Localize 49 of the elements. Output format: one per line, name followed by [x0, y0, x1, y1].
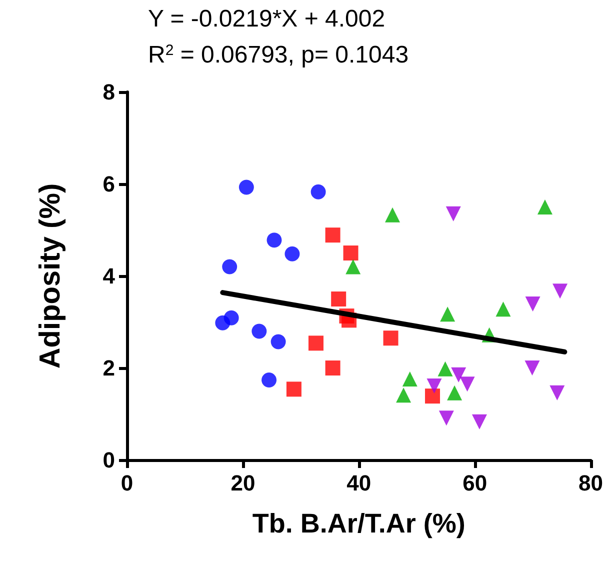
point [331, 292, 346, 306]
point [383, 330, 398, 346]
point [447, 385, 462, 400]
x-axis-title: Tb. B.Ar/T.Ar (%) [252, 508, 466, 538]
point [438, 361, 453, 376]
x-tick-label: 60 [462, 470, 488, 496]
point [440, 306, 456, 322]
x-tick-label: 20 [230, 470, 256, 496]
point [396, 388, 412, 403]
y-tick-label: 6 [102, 172, 115, 196]
point [346, 259, 361, 274]
point [438, 410, 454, 426]
point [472, 414, 487, 430]
point [552, 284, 568, 299]
point [325, 360, 340, 376]
point [286, 382, 302, 397]
point [446, 206, 461, 222]
point [238, 180, 254, 195]
point [524, 360, 540, 376]
point [308, 336, 324, 351]
y-tick-label: 4 [102, 264, 116, 288]
point [222, 259, 238, 274]
chart-title: Y = -0.0219*X + 4.002 [148, 6, 386, 32]
point [343, 246, 358, 260]
point [525, 296, 540, 312]
point [496, 302, 511, 317]
point [402, 372, 418, 387]
x-tick-label: 0 [120, 470, 134, 496]
point [266, 232, 282, 248]
point [537, 200, 552, 214]
point [426, 378, 442, 394]
point [460, 376, 475, 392]
y-tick-label: 0 [102, 448, 115, 472]
point [550, 385, 565, 400]
point [385, 207, 400, 222]
x-tick-label: 80 [578, 470, 604, 496]
point [270, 334, 286, 350]
point [262, 372, 277, 388]
x-tick-label: 40 [346, 470, 372, 496]
point [451, 367, 466, 382]
point [325, 228, 340, 243]
y-tick-label: 8 [102, 80, 115, 104]
point [252, 324, 267, 339]
point [224, 310, 239, 326]
y-tick-label: 2 [102, 356, 115, 380]
point [425, 388, 440, 404]
point [310, 184, 326, 200]
y-axis-title: Adiposity (%) [34, 183, 66, 369]
point [284, 246, 300, 262]
